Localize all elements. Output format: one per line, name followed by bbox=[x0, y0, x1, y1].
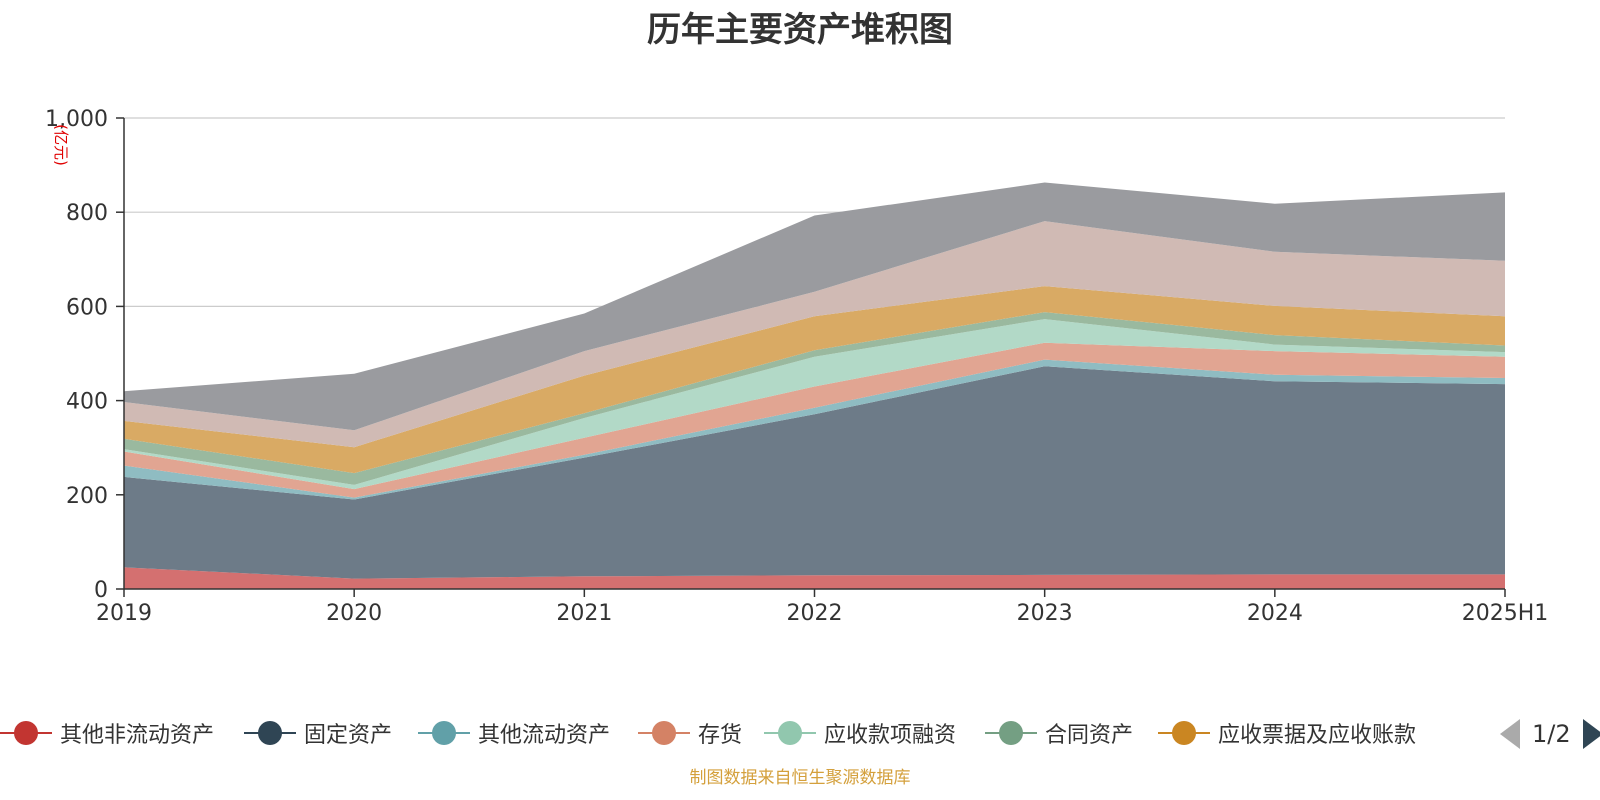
area-series-8 bbox=[124, 182, 1505, 431]
legend-label: 其他流动资产 bbox=[478, 723, 611, 748]
y-tick-label: 400 bbox=[66, 390, 108, 415]
x-tick-label: 2019 bbox=[96, 601, 152, 626]
legend-label: 合同资产 bbox=[1045, 723, 1134, 748]
legend-label: 固定资产 bbox=[304, 723, 393, 748]
legend-prev-arrow-icon[interactable] bbox=[1500, 719, 1520, 749]
y-tick-label: 800 bbox=[66, 201, 108, 226]
area-series-7 bbox=[124, 221, 1505, 448]
legend-marker-icon bbox=[0, 713, 52, 753]
area-series-0 bbox=[124, 567, 1505, 589]
area-series-6 bbox=[124, 286, 1505, 474]
area-series-2 bbox=[124, 359, 1505, 500]
legend-item[interactable]: 其他流动资产 bbox=[418, 713, 610, 753]
x-tick-label: 2021 bbox=[556, 601, 612, 626]
legend-item[interactable]: 其他非流动资产 bbox=[0, 713, 214, 753]
legend-label: 存货 bbox=[698, 723, 743, 748]
y-tick-label: 200 bbox=[66, 484, 108, 509]
legend-marker-icon bbox=[985, 713, 1037, 753]
legend-item[interactable]: 固定资产 bbox=[244, 713, 392, 753]
legend-marker-icon bbox=[418, 713, 470, 753]
area-series-5 bbox=[124, 312, 1505, 485]
legend-label: 应收票据及应收账款 bbox=[1218, 723, 1417, 748]
y-tick-label: 0 bbox=[94, 578, 108, 603]
x-tick-label: 2020 bbox=[326, 601, 382, 626]
y-tick-label: 600 bbox=[66, 295, 108, 320]
area-series bbox=[124, 182, 1505, 589]
chart-title: 历年主要资产堆积图 bbox=[647, 10, 953, 50]
area-series-1 bbox=[124, 366, 1505, 579]
legend-page-indicator: 1/2 bbox=[1532, 720, 1571, 748]
y-axis-unit-label: (亿元) bbox=[52, 124, 70, 166]
legend-item[interactable]: 合同资产 bbox=[985, 713, 1133, 753]
legend-label: 其他非流动资产 bbox=[60, 723, 215, 748]
x-tick-label: 2022 bbox=[787, 601, 843, 626]
legend-item[interactable]: 存货 bbox=[638, 713, 742, 753]
source-note: 制图数据来自恒生聚源数据库 bbox=[689, 768, 911, 788]
x-tick-label: 2024 bbox=[1247, 601, 1303, 626]
legend-label: 应收款项融资 bbox=[824, 723, 957, 748]
x-tick-label: 2025H1 bbox=[1462, 601, 1549, 626]
legend-item[interactable]: 应收票据及应收账款 bbox=[1158, 713, 1416, 753]
legend-marker-icon bbox=[244, 713, 296, 753]
x-tick-label: 2023 bbox=[1017, 601, 1073, 626]
area-series-3 bbox=[124, 342, 1505, 498]
legend-marker-icon bbox=[764, 713, 816, 753]
legend: 其他非流动资产 固定资产 其他流动资产 存货 应收款项融资 合同资产 应收票据及应收账款 bbox=[0, 713, 1600, 753]
legend-pager: 1/2 bbox=[1500, 716, 1600, 752]
legend-marker-icon bbox=[1158, 713, 1210, 753]
legend-marker-icon bbox=[638, 713, 690, 753]
y-tick-label: 1,000 bbox=[45, 107, 108, 132]
area-series-4 bbox=[124, 319, 1505, 490]
legend-item[interactable]: 应收款项融资 bbox=[764, 713, 956, 753]
legend-next-arrow-icon[interactable] bbox=[1582, 719, 1600, 749]
